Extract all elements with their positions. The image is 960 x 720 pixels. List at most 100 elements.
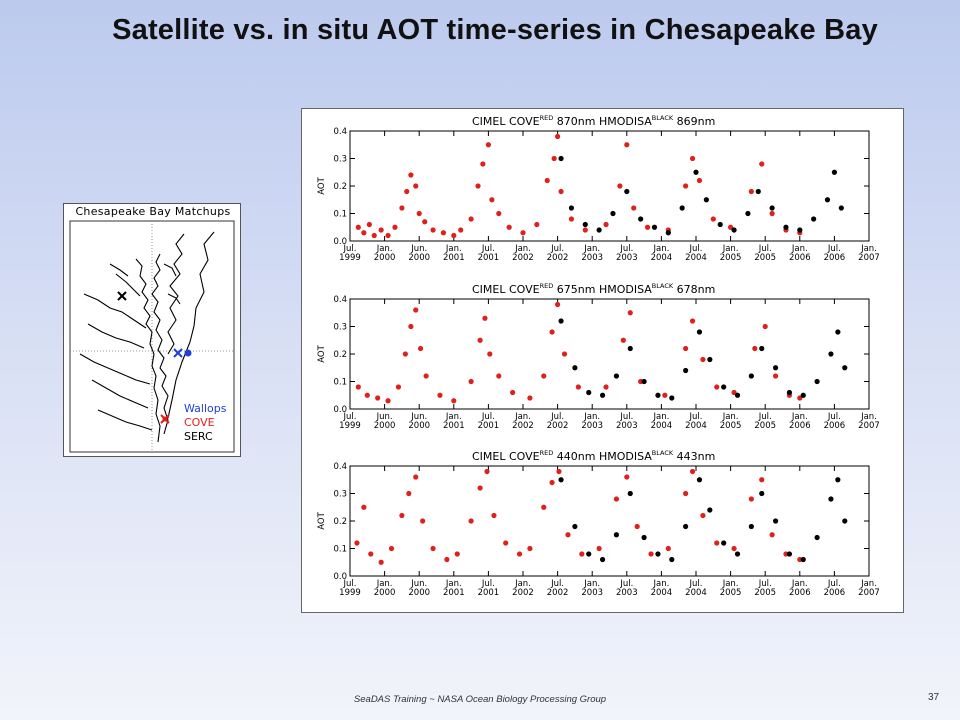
data-point [748,188,754,195]
x-tick-label-month: Jan. [652,579,669,589]
data-point [489,197,495,203]
data-point [721,540,727,546]
y-tick-label: 0.2 [333,517,347,527]
data-point [707,356,713,363]
x-tick-label-month: Jan. [652,244,669,254]
x-tick-label-year: 2002 [512,421,534,431]
legend-cove: COVE [184,416,215,429]
x-tick-label-year: 2006 [789,253,811,263]
x-tick-label-year: 2006 [789,421,811,431]
plot-frame [349,465,870,577]
data-point [772,518,779,524]
data-point [586,551,592,557]
x-tick-label-month: Jul. [827,579,841,589]
data-point [759,477,765,483]
data-point [651,224,658,230]
data-point [385,232,391,239]
data-point [700,356,706,363]
x-tick-label-year: 2001 [443,588,465,598]
data-point [683,490,689,497]
y-tick-label: 0.2 [333,182,347,192]
data-point [759,490,765,497]
x-tick-label-month: Jan. [514,244,531,254]
data-point [404,188,410,195]
x-tick-label-year: 2006 [824,421,846,431]
data-point [631,205,637,211]
data-point [752,345,758,352]
x-tick-label-month: Jan. [652,412,669,422]
data-point [596,227,602,233]
x-tick-label-month: Jan. [791,579,808,589]
x-tick-label-year: 2006 [789,588,811,598]
y-axis-label: AOT [317,344,327,362]
x-tick-label-year: 1999 [339,253,361,263]
data-point [549,479,555,486]
data-point [551,155,557,162]
x-tick-label-year: 2002 [547,253,569,263]
chart-title: CIMEL COVERED 870nm HMODISABLACK 869nm [472,114,715,128]
data-point [568,216,575,222]
data-point [669,395,675,401]
data-point [613,532,620,538]
data-point [482,315,488,321]
data-point [361,504,367,510]
data-point [603,221,609,228]
x-tick-label-month: Jun. [410,579,427,589]
data-point [368,551,374,557]
y-tick-label: 0.4 [333,127,347,137]
data-point [662,392,668,398]
data-point [558,188,564,195]
data-point [655,551,661,557]
data-point [558,477,564,483]
data-point [354,540,360,546]
x-tick-label-month: Jul. [689,579,703,589]
x-tick-label-month: Jan. [445,412,462,422]
x-tick-label-year: 2007 [858,588,880,598]
data-point [714,384,720,390]
data-point [748,496,754,502]
x-tick-label-month: Jan. [791,412,808,422]
x-tick-label-year: 2005 [754,421,776,431]
y-tick-label: 0.0 [333,405,347,415]
data-point [683,183,689,189]
data-point [454,551,460,557]
data-point [769,532,775,538]
data-point [772,373,779,379]
data-point [575,384,581,390]
y-axis-label: AOT [317,511,327,529]
y-tick-label: 0.4 [333,295,347,305]
x-tick-label-month: Jul. [619,412,633,422]
data-point [355,384,361,390]
y-tick-label: 0.2 [333,350,347,360]
x-tick-label-year: 2004 [685,253,707,263]
x-tick-label-year: 2004 [685,588,707,598]
x-tick-label-month: Jul. [758,579,772,589]
data-point [641,378,647,385]
data-point [361,230,367,236]
x-tick-label-year: 2000 [374,421,396,431]
data-point [683,367,689,374]
data-point [582,221,588,228]
data-point [406,490,412,497]
data-point [693,169,699,175]
x-tick-label-month: Jul. [827,244,841,254]
data-point [477,337,483,343]
map-title: Chesapeake Bay Matchups [75,205,231,218]
series-hmodisa [558,318,848,401]
x-tick-label-month: Jul. [343,244,357,254]
data-point [395,384,402,390]
data-point [491,512,497,519]
data-point [835,329,841,335]
data-point [506,224,512,230]
data-point [669,556,675,563]
data-point [769,205,775,211]
serc-marker [117,291,127,301]
data-point [416,210,422,217]
data-point [683,345,689,352]
x-tick-label-month: Jul. [481,579,495,589]
data-point [783,224,789,230]
x-tick-label-month: Jan. [722,412,739,422]
data-point [842,365,848,371]
data-point [624,142,630,148]
data-point [734,392,741,398]
